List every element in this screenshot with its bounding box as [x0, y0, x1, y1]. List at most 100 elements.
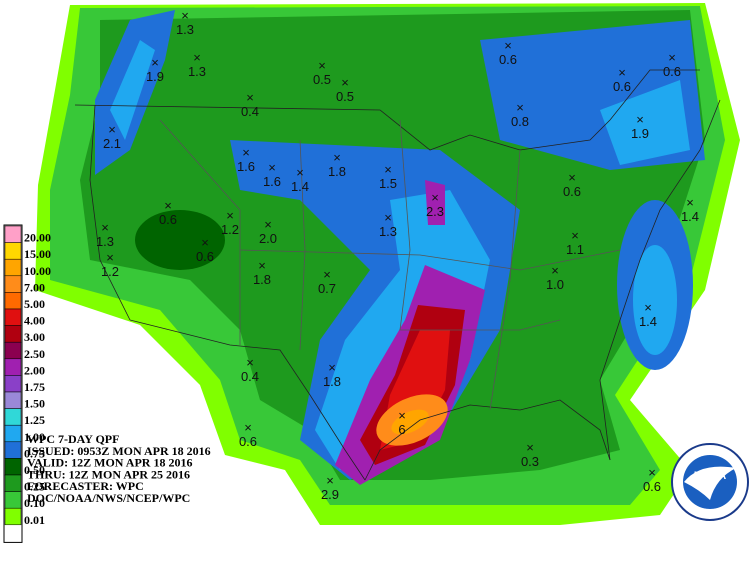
mexico-border — [129, 319, 366, 481]
legend-swatch — [4, 258, 22, 277]
legend-swatch — [4, 358, 22, 376]
legend-label: 0.50 — [24, 463, 45, 477]
legend-swatch — [4, 391, 22, 409]
header-line: THRU: 12Z MON APR 25 2016 — [27, 467, 190, 481]
precip-areas — [35, 3, 740, 525]
state-lines — [159, 119, 241, 345]
legend-label: 0.10 — [24, 496, 45, 510]
legend-swatch — [4, 292, 22, 310]
marker-x: × — [398, 408, 406, 423]
marker-x: × — [341, 75, 349, 90]
marker-value: 1.9 — [146, 69, 164, 84]
marker-value: 1.9 — [631, 126, 649, 141]
marker-x: × — [384, 162, 392, 177]
gulf-coast — [364, 399, 611, 481]
header-line: ISSUED: 0953Z MON APR 18 2016 — [27, 444, 211, 458]
marker-x: × — [526, 440, 534, 455]
marker-value: 1.4 — [291, 179, 309, 194]
max-markers: ×1.3×1.3×1.9×0.5 ×0.5×0.6×0.6×0.6×0.4 ×0.8… — [96, 8, 699, 502]
marker-value: 0.8 — [511, 114, 529, 129]
marker-value: 2.3 — [426, 204, 444, 219]
legend-swatch — [4, 308, 22, 326]
marker-x: × — [151, 55, 159, 70]
marker-value: 2.1 — [103, 136, 121, 151]
marker-x: × — [571, 228, 579, 243]
marker-value: 1.2 — [221, 222, 239, 237]
east-coast — [599, 99, 721, 461]
marker-value: 6 — [398, 422, 405, 437]
marker-value: 1.2 — [101, 264, 119, 279]
marker-x: × — [686, 195, 694, 210]
legend-label: 1.25 — [24, 413, 45, 427]
marker-value: 1.6 — [237, 159, 255, 174]
state-lines — [299, 139, 306, 351]
legend-label: 2.50 — [24, 347, 45, 361]
legend-swatch — [4, 424, 22, 443]
marker-x: × — [264, 217, 272, 232]
marker-value: 0.6 — [239, 434, 257, 449]
marker-value: 0.6 — [663, 64, 681, 79]
legend: 20.00 15.00 10.00 7.00 5.00 4.00 3.00 2.50 2.00 1… — [3, 224, 51, 543]
marker-x: × — [108, 122, 116, 137]
marker-x: × — [568, 170, 576, 185]
marker-value: 0.6 — [643, 479, 661, 494]
marker-value: 1.5 — [379, 176, 397, 191]
precip-050 — [135, 210, 225, 270]
marker-x: × — [246, 355, 254, 370]
marker-value: 0.6 — [499, 52, 517, 67]
legend-label: 1.50 — [24, 397, 45, 411]
legend-swatch — [4, 341, 22, 360]
legend-swatch — [4, 325, 22, 343]
marker-value: 1.3 — [188, 64, 206, 79]
marker-value: 0.4 — [241, 104, 259, 119]
logo-bird — [684, 466, 736, 500]
marker-x: × — [516, 100, 524, 115]
marker-x: × — [551, 263, 559, 278]
marker-x: × — [244, 420, 252, 435]
marker-value: 1.4 — [681, 209, 699, 224]
state-lines — [489, 149, 521, 411]
logo-text: NOAA — [694, 470, 726, 482]
marker-x: × — [296, 165, 304, 180]
legend-label: 1.75 — [24, 380, 45, 394]
marker-value: 1.4 — [639, 314, 657, 329]
marker-x: × — [258, 258, 266, 273]
legend-label: 15.00 — [24, 247, 51, 261]
marker-value: 2.0 — [259, 231, 277, 246]
header-line: DOC/NOAA/NWS/NCEP/WPC — [27, 491, 190, 505]
header-line: FORECASTER: WPC — [27, 479, 144, 493]
marker-x: × — [333, 150, 341, 165]
marker-value: 1.6 — [263, 174, 281, 189]
marker-value: 0.7 — [318, 281, 336, 296]
legend-label: 7.00 — [24, 280, 45, 294]
marker-x: × — [648, 465, 656, 480]
legend-swatch — [4, 242, 22, 260]
state-lines — [399, 119, 561, 331]
precip-ne2 — [600, 80, 690, 165]
marker-value: 0.4 — [241, 369, 259, 384]
legend-swatch — [4, 458, 22, 476]
marker-value: 1.3 — [96, 234, 114, 249]
state-lines — [239, 249, 621, 271]
marker-value: 0.5 — [336, 89, 354, 104]
marker-value: 2.9 — [321, 487, 339, 502]
marker-x: × — [106, 250, 114, 265]
west-coast — [89, 104, 131, 321]
legend-swatch — [4, 474, 22, 492]
header-line: VALID: 12Z MON APR 18 2016 — [27, 456, 192, 470]
marker-value: 0.6 — [196, 249, 214, 264]
borders — [74, 69, 721, 481]
marker-x: × — [268, 160, 276, 175]
marker-value: 0.6 — [613, 79, 631, 94]
marker-x: × — [384, 210, 392, 225]
noaa-logo: NOAA — [671, 443, 749, 521]
marker-x: × — [201, 235, 209, 250]
marker-x: × — [181, 8, 189, 23]
marker-value: 1.3 — [379, 224, 397, 239]
marker-x: × — [226, 208, 234, 223]
legend-swatch — [4, 275, 22, 293]
precip-atl2 — [633, 245, 677, 355]
marker-x: × — [323, 267, 331, 282]
legend-swatch — [4, 507, 22, 526]
precip-nw2 — [110, 40, 155, 140]
